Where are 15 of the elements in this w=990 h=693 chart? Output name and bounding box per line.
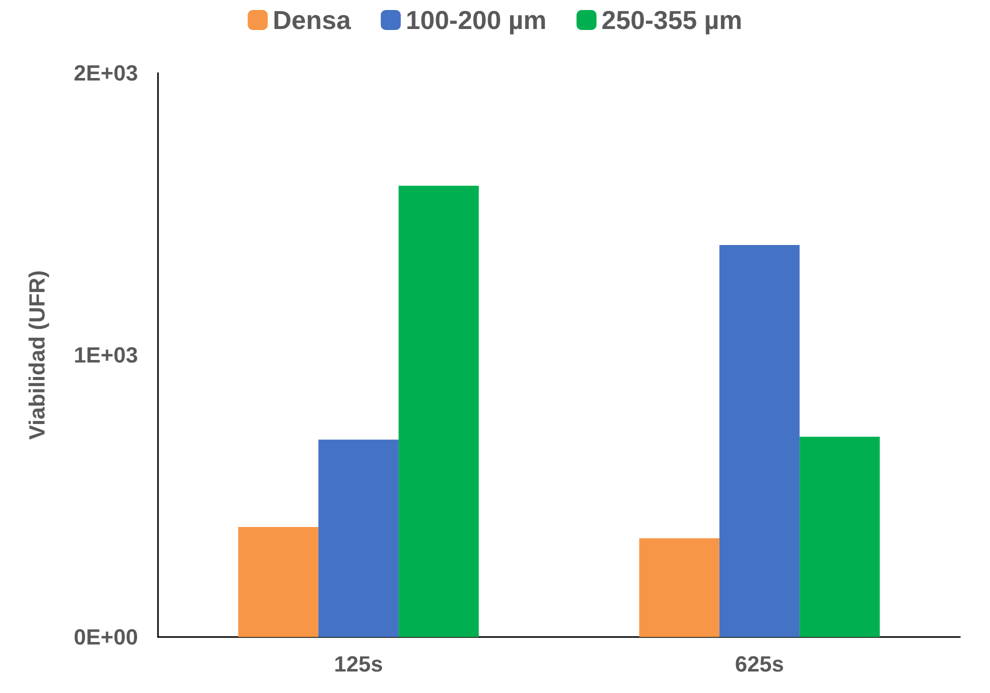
- bar: [238, 527, 318, 637]
- bar: [398, 186, 479, 637]
- legend-label: 250-355 µm: [602, 5, 742, 35]
- y-tick-label: 1E+03: [74, 342, 138, 368]
- legend-label: Densa: [272, 5, 352, 35]
- y-tick-label: 2E+03: [74, 60, 138, 86]
- y-axis-title: Viabilidad (UFR): [24, 270, 50, 440]
- legend-label: 100-200 µm: [406, 5, 547, 35]
- y-tick-label: 0E+00: [74, 624, 138, 650]
- bar: [639, 538, 720, 637]
- x-tick-label: 625s: [735, 652, 784, 676]
- x-tick-label: 125s: [334, 652, 383, 676]
- bar: [719, 245, 800, 637]
- bar: [800, 436, 880, 637]
- bar: [318, 440, 399, 637]
